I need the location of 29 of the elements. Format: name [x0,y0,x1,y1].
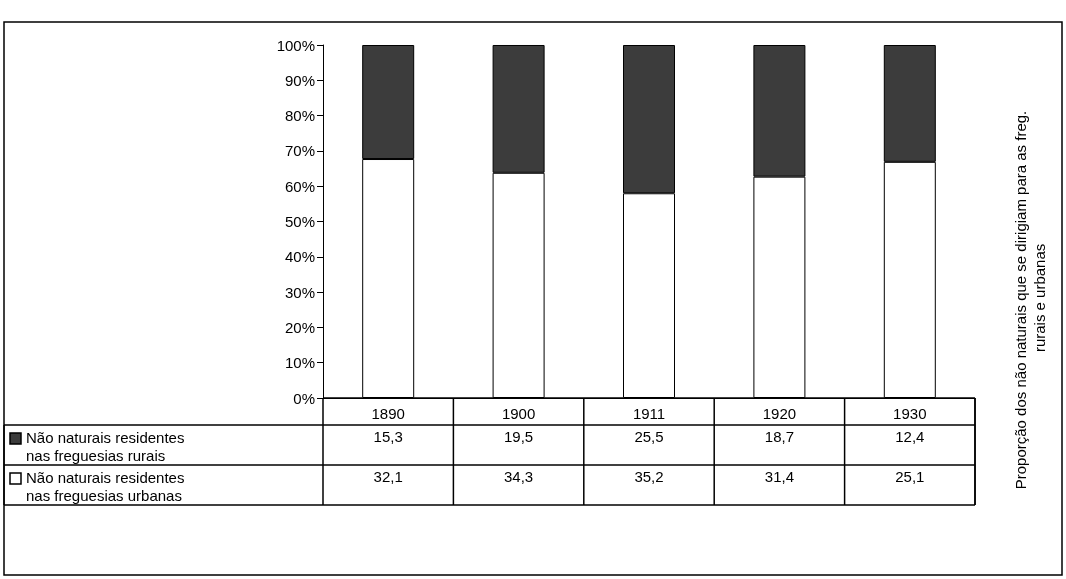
y-tick-label: 0% [293,389,315,407]
y-tick-label: 70% [284,142,315,160]
y-tick-label: 90% [284,71,315,89]
y-tick-label: 30% [284,283,315,301]
y-tick-label: 10% [284,354,315,372]
y-tick-label: 100% [276,36,315,54]
text: 32,1 [373,468,403,485]
x-tick-label: 1890 [371,405,405,422]
legend-label: Não naturais residentes nas freguesias urbanas [26,468,189,504]
text: 35,2 [634,468,664,485]
x-tick-label: 1911 [632,405,666,422]
text: 31,4 [764,468,794,485]
x-tick-label: 1930 [893,405,927,422]
text: 15,3 [373,428,403,445]
text: 34,3 [504,468,534,485]
legend-label: Não naturais residentes nas freguesias rurais [26,428,189,464]
text: 19,5 [504,428,534,445]
y-tick-label: 50% [284,213,315,230]
text: 25,5 [634,428,664,445]
text: 18,7 [764,428,794,445]
y-axis-title: Proporção dos não naturais que se dirigiam para as freg. rurais e urbanas [1012,110,1048,490]
x-tick-label: 1920 [762,405,797,422]
y-tick-label: 40% [284,248,315,266]
x-tick-label: 1900 [501,405,536,422]
y-tick-label: 60% [284,177,315,195]
text: 25,1 [895,468,925,485]
text: 12,4 [895,428,925,445]
y-tick-label: 80% [284,107,315,125]
y-tick-label: 20% [284,318,315,336]
